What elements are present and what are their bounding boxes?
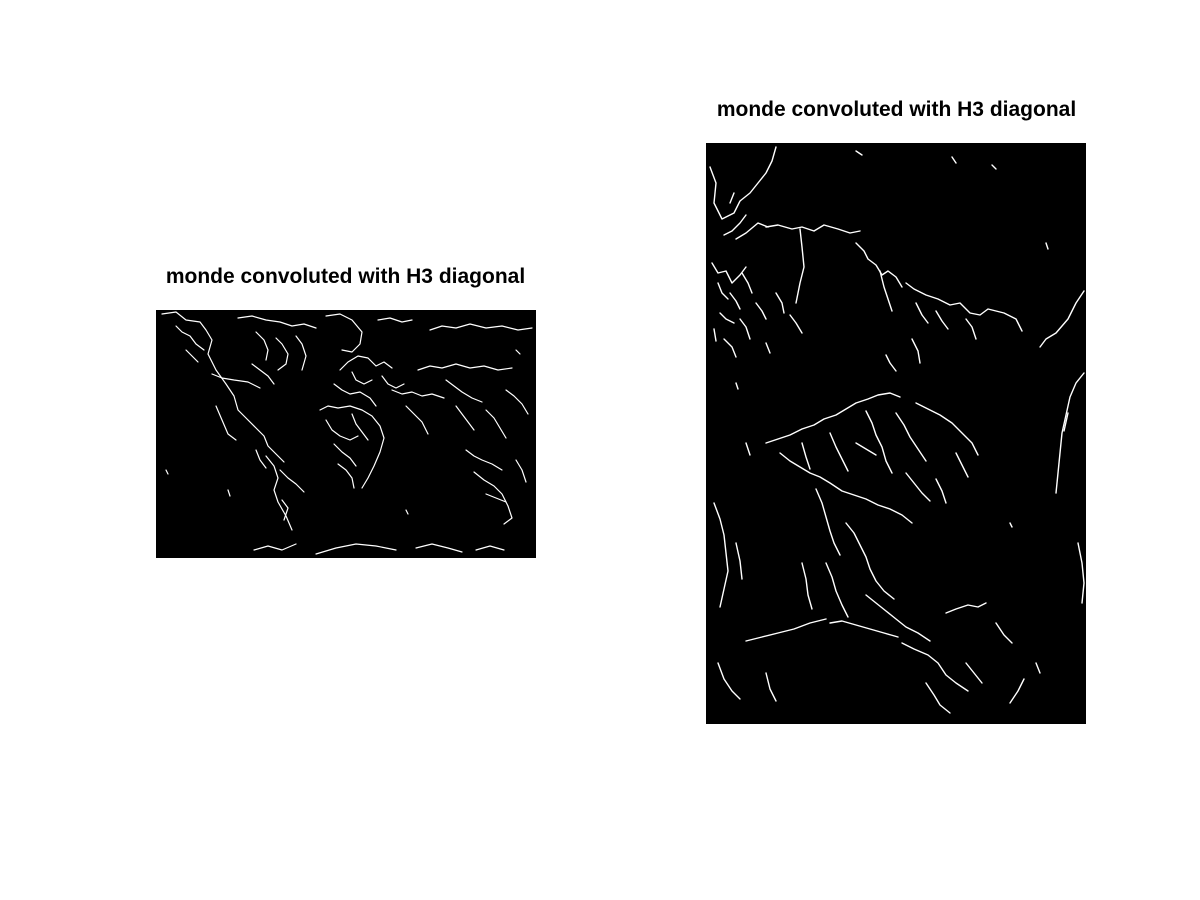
left-panel-title: monde convoluted with H3 diagonal xyxy=(165,265,526,288)
left-edge-map-image xyxy=(156,310,536,558)
right-panel-title: monde convoluted with H3 diagonal xyxy=(716,98,1077,121)
right-edge-map-image xyxy=(706,143,1086,724)
